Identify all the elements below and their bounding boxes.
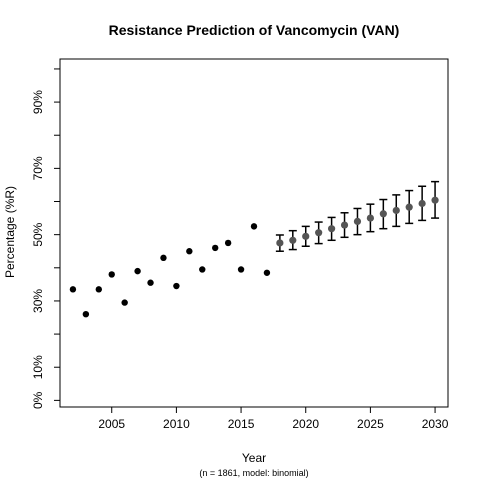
y-tick-label: 70%	[31, 156, 45, 180]
observed-point	[82, 311, 90, 318]
observed-point	[121, 299, 128, 306]
observed-point	[237, 266, 245, 273]
x-tick-label: 2025	[357, 417, 384, 431]
x-tick-label: 2010	[163, 417, 190, 431]
observed-point	[250, 223, 258, 230]
observed-point	[95, 286, 103, 293]
predicted-point	[405, 203, 413, 211]
observed-point	[173, 282, 180, 290]
y-tick-label: 0%	[31, 391, 45, 409]
predicted-point	[315, 229, 323, 237]
observed-point	[69, 286, 77, 293]
predicted-point	[418, 199, 426, 208]
plot-frame	[59, 58, 449, 408]
observed-point	[224, 239, 232, 247]
observed-point	[212, 244, 219, 252]
y-tick-label: 50%	[31, 222, 45, 246]
x-axis-label: Year	[242, 451, 266, 465]
observed-point	[186, 248, 193, 255]
data-marks	[69, 180, 440, 318]
x-tick-label: 2015	[228, 417, 255, 431]
y-axis-label: Percentage (%R)	[3, 186, 17, 278]
predicted-point	[340, 221, 349, 229]
axis-ticks: 2005 2010 2015 2020 2025 2030 0% 10% 30% 50% 70% 90…	[31, 68, 449, 431]
x-tick-label: 2030	[422, 417, 449, 431]
predicted-point	[366, 214, 374, 222]
predicted-point	[379, 210, 387, 218]
predicted-point	[392, 206, 400, 215]
observed-point	[160, 254, 167, 262]
observed-point	[108, 271, 115, 278]
chart-title: Resistance Prediction of Vancomycin (VAN…	[109, 22, 400, 38]
predicted-point	[302, 232, 310, 240]
observed-point	[199, 266, 206, 273]
predicted-point	[431, 196, 439, 204]
observed-point	[147, 279, 154, 286]
y-tick-label: 10%	[31, 355, 45, 379]
chart-subtitle: (n = 1861, model: binomial)	[199, 468, 308, 478]
predicted-point	[353, 217, 362, 225]
y-tick-label: 90%	[31, 90, 45, 114]
observed-point	[263, 269, 271, 276]
y-tick-label: 30%	[31, 289, 45, 313]
predicted-point	[289, 236, 297, 244]
predicted-point	[328, 225, 336, 233]
observed-point	[134, 267, 141, 275]
predicted-point	[276, 239, 284, 247]
x-tick-label: 2005	[98, 417, 125, 431]
x-tick-label: 2020	[292, 417, 319, 431]
